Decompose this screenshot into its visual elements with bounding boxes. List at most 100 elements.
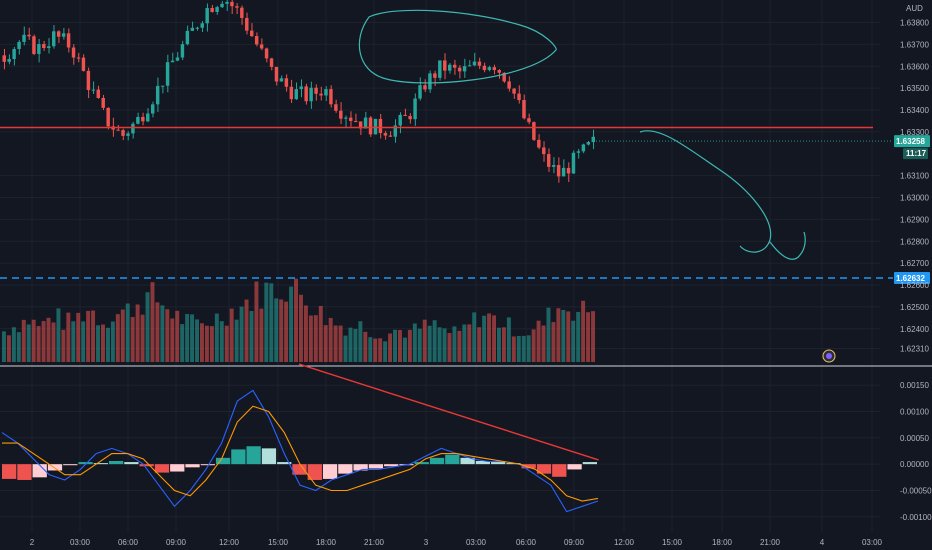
candle-body[interactable] [205, 8, 209, 24]
candle-body[interactable] [141, 116, 145, 122]
candle-body[interactable] [52, 31, 56, 47]
candle-body[interactable] [561, 167, 566, 177]
candle-body[interactable] [363, 117, 368, 129]
candle-body[interactable] [576, 151, 581, 153]
candle-body[interactable] [76, 57, 81, 59]
indicator-badge[interactable] [822, 349, 836, 363]
candle-body[interactable] [502, 72, 506, 82]
candle-body[interactable] [146, 113, 150, 122]
candle-body[interactable] [27, 34, 31, 37]
candle-body[interactable] [398, 114, 402, 126]
last-price-tag[interactable] [894, 135, 930, 148]
candle-body[interactable] [136, 116, 140, 124]
candle-body[interactable] [349, 117, 353, 121]
candle-body[interactable] [339, 110, 343, 119]
candle-body[interactable] [457, 67, 462, 72]
candle-body[interactable] [591, 136, 595, 143]
candle-body[interactable] [383, 133, 388, 136]
candle-body[interactable] [527, 118, 531, 123]
candle-body[interactable] [284, 78, 289, 87]
candle-body[interactable] [245, 17, 249, 31]
candle-body[interactable] [56, 31, 61, 37]
candle-body[interactable] [507, 81, 511, 89]
candle-body[interactable] [180, 44, 185, 58]
candle-body[interactable] [304, 86, 308, 102]
candle-body[interactable] [230, 1, 234, 7]
candle-body[interactable] [185, 30, 190, 45]
candle-body[interactable] [517, 93, 521, 101]
candle-body[interactable] [269, 58, 274, 67]
candle-body[interactable] [373, 118, 378, 135]
candle-body[interactable] [423, 85, 427, 90]
candle-body[interactable] [165, 62, 170, 86]
candle-body[interactable] [497, 70, 501, 73]
candle-body[interactable] [225, 1, 229, 4]
candle-body[interactable] [378, 118, 383, 134]
candle-body[interactable] [428, 73, 432, 90]
drawings[interactable] [358, 9, 806, 260]
candle-body[interactable] [452, 64, 457, 68]
candle-body[interactable] [17, 41, 21, 50]
candle-body[interactable] [413, 98, 417, 120]
candle-body[interactable] [433, 73, 437, 78]
macd-pane[interactable] [1, 363, 599, 513]
candle-body[interactable] [344, 117, 348, 119]
candle-body[interactable] [551, 165, 556, 167]
support-price-tag[interactable] [894, 272, 930, 284]
candle-body[interactable] [116, 129, 120, 131]
time-axis[interactable]: 2 03:00 06:00 09:00 12:00 15:00 18:00 21:00 3 03:… [30, 538, 883, 547]
candle-body[interactable] [7, 59, 11, 62]
candle-body[interactable] [522, 100, 526, 119]
candle-body[interactable] [121, 130, 125, 136]
candle-body[interactable] [175, 57, 180, 61]
candle-body[interactable] [512, 88, 516, 94]
candle-body[interactable] [91, 89, 96, 91]
candle-body[interactable] [160, 85, 165, 87]
divergence-trendline[interactable] [298, 363, 599, 461]
candle-body[interactable] [353, 120, 358, 122]
candle-body[interactable] [329, 89, 333, 105]
candle-body[interactable] [200, 23, 204, 28]
candle-body[interactable] [259, 44, 264, 49]
candle-body[interactable] [101, 97, 105, 108]
candle-body[interactable] [556, 165, 561, 177]
candle-body[interactable] [126, 133, 130, 136]
candle-body[interactable] [368, 117, 373, 135]
candle-body[interactable] [586, 142, 591, 145]
candle-body[interactable] [388, 135, 393, 137]
candle-body[interactable] [47, 46, 51, 49]
candle-body[interactable] [2, 55, 6, 62]
candle-body[interactable] [254, 36, 259, 45]
candle-body[interactable] [106, 107, 110, 127]
candle-body[interactable] [477, 61, 482, 66]
candle-body[interactable] [66, 33, 71, 48]
candle-body[interactable] [448, 64, 452, 71]
candle-body[interactable] [81, 57, 86, 71]
candle-body[interactable] [210, 8, 214, 12]
candle-body[interactable] [299, 86, 303, 90]
candle-body[interactable] [170, 60, 175, 63]
candle-body[interactable] [408, 115, 412, 120]
candle-body[interactable] [581, 144, 586, 152]
candle-body[interactable] [96, 89, 100, 98]
candles[interactable] [2, 0, 596, 183]
candle-body[interactable] [324, 89, 328, 96]
price-axis[interactable]: 1.63800 1.63700 1.63600 1.63500 1.63400 1.633… [900, 19, 932, 522]
candle-body[interactable] [155, 85, 160, 105]
candle-body[interactable] [220, 3, 224, 8]
candle-body[interactable] [274, 66, 279, 82]
candle-body[interactable] [566, 167, 571, 174]
candle-body[interactable] [472, 61, 477, 66]
candle-body[interactable] [235, 6, 239, 8]
candle-body[interactable] [151, 104, 155, 114]
candle-body[interactable] [403, 114, 407, 116]
candle-body[interactable] [86, 70, 91, 91]
candle-body[interactable] [492, 67, 496, 71]
candle-body[interactable] [195, 27, 199, 29]
candle-body[interactable] [61, 33, 66, 37]
candle-body[interactable] [571, 152, 576, 174]
price-levels[interactable]: 1.62632 1.63258 11:17 [0, 126, 930, 285]
candle-body[interactable] [71, 47, 76, 58]
candle-body[interactable] [289, 86, 294, 100]
candle-body[interactable] [294, 89, 298, 100]
